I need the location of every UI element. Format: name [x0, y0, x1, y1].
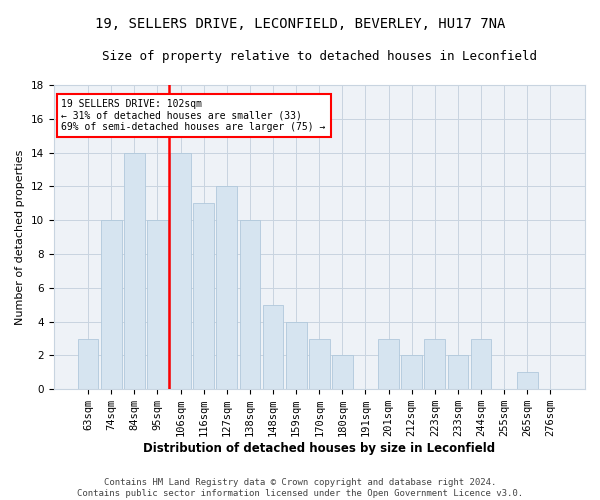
Bar: [332, 356, 353, 389]
Bar: [309, 338, 329, 389]
Bar: [147, 220, 168, 389]
Bar: [124, 152, 145, 389]
Bar: [424, 338, 445, 389]
Bar: [470, 338, 491, 389]
Bar: [263, 304, 283, 389]
Bar: [286, 322, 307, 389]
Text: 19 SELLERS DRIVE: 102sqm
← 31% of detached houses are smaller (33)
69% of semi-d: 19 SELLERS DRIVE: 102sqm ← 31% of detach…: [61, 98, 326, 132]
Bar: [170, 152, 191, 389]
Bar: [448, 356, 469, 389]
Bar: [77, 338, 98, 389]
X-axis label: Distribution of detached houses by size in Leconfield: Distribution of detached houses by size …: [143, 442, 496, 455]
Bar: [193, 204, 214, 389]
Bar: [217, 186, 237, 389]
Bar: [378, 338, 399, 389]
Bar: [101, 220, 122, 389]
Bar: [401, 356, 422, 389]
Text: 19, SELLERS DRIVE, LECONFIELD, BEVERLEY, HU17 7NA: 19, SELLERS DRIVE, LECONFIELD, BEVERLEY,…: [95, 18, 505, 32]
Bar: [239, 220, 260, 389]
Text: Contains HM Land Registry data © Crown copyright and database right 2024.
Contai: Contains HM Land Registry data © Crown c…: [77, 478, 523, 498]
Y-axis label: Number of detached properties: Number of detached properties: [15, 150, 25, 325]
Title: Size of property relative to detached houses in Leconfield: Size of property relative to detached ho…: [102, 50, 537, 63]
Bar: [517, 372, 538, 389]
